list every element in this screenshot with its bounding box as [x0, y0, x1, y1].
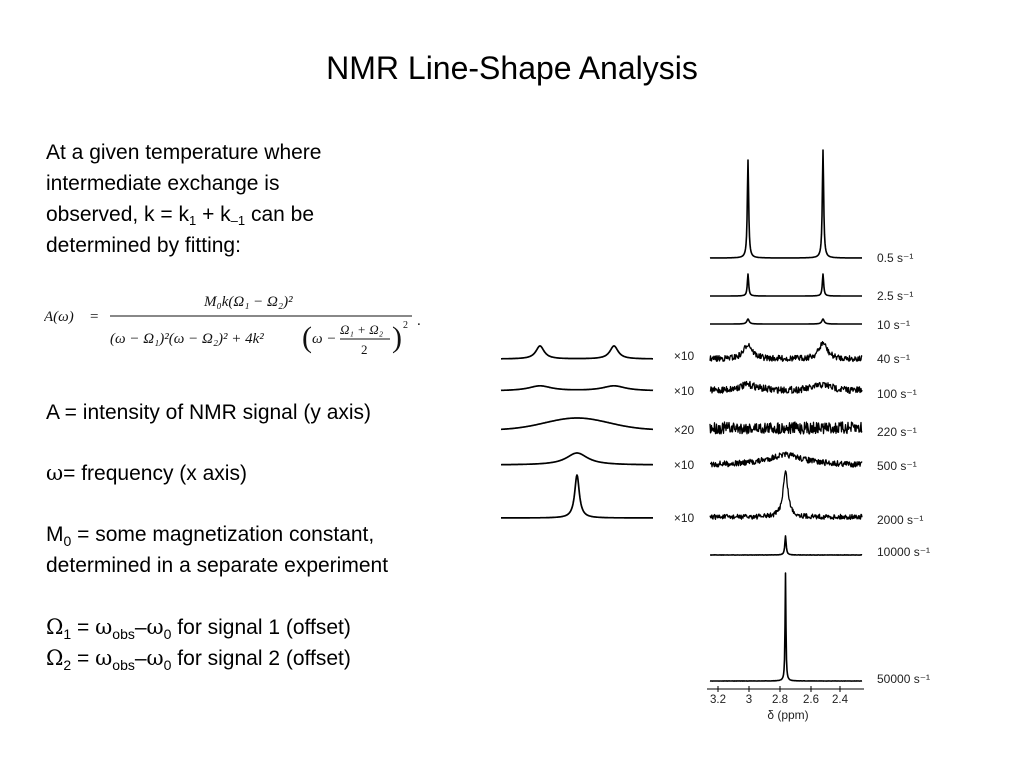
- rate-label: 100 s⁻¹: [877, 387, 917, 401]
- rate-label: 40 s⁻¹: [877, 352, 910, 366]
- equation-denominator-a: (ω − Ω₁)²(ω − Ω₂)² + 4k²: [110, 331, 264, 347]
- scale-factor-label: ×10: [674, 349, 695, 363]
- chemical-shift-axis: 3.2 3 2.8 2.6 2.4 δ (ppm): [707, 686, 864, 722]
- equation-denominator-b: ω −: [312, 331, 336, 347]
- definition-omega1: Ω1 = ωobs–ω0 for signal 1 (offset): [46, 615, 351, 642]
- experimental-trace: [709, 273, 863, 297]
- axis-tick-label: 2.6: [803, 694, 819, 706]
- equation-period: .: [417, 313, 421, 329]
- experimental-trace: [709, 421, 863, 435]
- simulated-trace: [500, 452, 654, 466]
- experimental-trace: [709, 318, 863, 325]
- rate-label: 50000 s⁻¹: [877, 672, 930, 686]
- axis-title: δ (ppm): [767, 708, 808, 722]
- simulated-trace: [500, 417, 654, 431]
- rate-label: 2.5 s⁻¹: [877, 289, 913, 303]
- scale-factor-labels: ×10 ×10 ×20 ×10 ×10: [674, 349, 695, 525]
- axis-tick-label: 3: [746, 694, 752, 706]
- equation-equals: =: [90, 309, 98, 325]
- experimental-trace: [709, 572, 863, 682]
- scale-factor-label: ×10: [674, 384, 695, 398]
- equation-numerator: M₀k(Ω₁ − Ω₂)²: [203, 294, 293, 310]
- equation-outer-exponent: 2: [403, 320, 408, 331]
- simulated-trace: [500, 345, 654, 360]
- slide-title: NMR Line-Shape Analysis: [326, 50, 698, 86]
- simulated-spectra: [500, 345, 654, 519]
- experimental-trace: [709, 341, 863, 363]
- equation-paren-open: (: [302, 321, 312, 354]
- rate-label: 500 s⁻¹: [877, 459, 917, 473]
- simulated-trace: [500, 384, 654, 392]
- experimental-spectra: [709, 149, 863, 682]
- experimental-trace: [709, 380, 863, 394]
- intro-line-4: determined by fitting:: [46, 234, 241, 257]
- experimental-trace: [709, 149, 863, 259]
- axis-tick-label: 3.2: [710, 694, 726, 706]
- definition-m0: M0 = some magnetization constant, determ…: [46, 523, 389, 577]
- definition-omega2: Ω2 = ωobs–ω0 for signal 2 (offset): [46, 646, 351, 673]
- rate-label: 0.5 s⁻¹: [877, 251, 913, 265]
- equation-paren-close: ): [392, 321, 402, 354]
- rate-label: 10000 s⁻¹: [877, 545, 930, 559]
- lineshape-equation: A(ω) = M₀k(Ω₁ − Ω₂)² (ω − Ω₁)²(ω − Ω₂)² …: [44, 294, 421, 357]
- equation-inner-bottom: 2: [361, 342, 368, 357]
- rate-label: 2000 s⁻¹: [877, 513, 923, 527]
- experimental-trace: [709, 535, 863, 556]
- rate-label: 10 s⁻¹: [877, 318, 910, 332]
- experimental-trace: [709, 451, 863, 468]
- intro-line-2: intermediate exchange is: [46, 172, 280, 195]
- definition-a: A = intensity of NMR signal (y axis): [46, 401, 372, 424]
- rate-labels: 0.5 s⁻¹ 2.5 s⁻¹ 10 s⁻¹ 40 s⁻¹ 100 s⁻¹ 220 s⁻¹…: [877, 251, 930, 686]
- intro-line-3: observed, k = k1 + k–1 can be: [46, 203, 315, 228]
- scale-factor-label: ×20: [674, 423, 695, 437]
- definition-omega: ω= frequency (x axis): [46, 461, 247, 485]
- intro-text: At a given temperature where intermediat…: [46, 137, 321, 261]
- axis-tick-label: 2.8: [772, 694, 788, 706]
- scale-factor-label: ×10: [674, 458, 695, 472]
- equation-lhs: A(ω): [44, 309, 74, 325]
- equation-inner-top: Ω₁ + Ω₂: [340, 322, 384, 337]
- rate-label: 220 s⁻¹: [877, 425, 917, 439]
- intro-line-1: At a given temperature where: [46, 141, 322, 164]
- experimental-trace: [709, 470, 863, 521]
- axis-tick-label: 2.4: [832, 694, 849, 706]
- simulated-trace: [500, 474, 654, 519]
- scale-factor-label: ×10: [674, 511, 695, 525]
